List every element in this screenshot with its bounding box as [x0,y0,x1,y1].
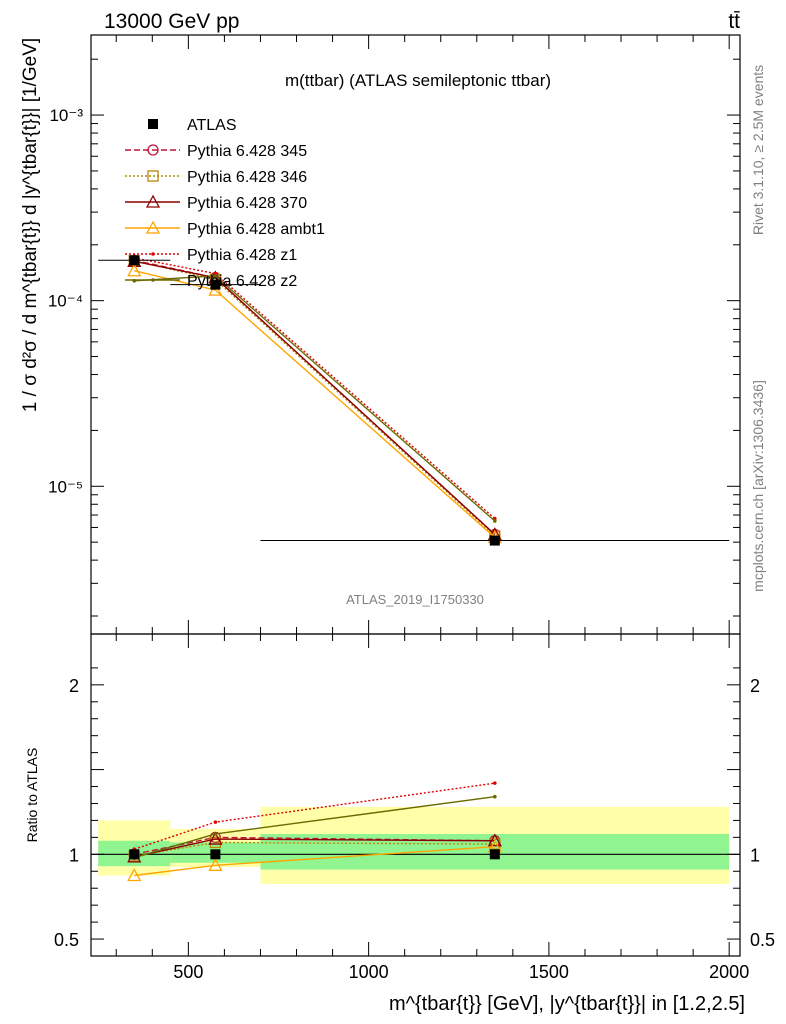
main-series-line [134,260,496,537]
legend-label: Pythia 6.428 z1 [187,247,297,264]
legend-marker [147,170,159,182]
legend-marker [145,194,161,208]
legend-label: Pythia 6.428 345 [187,143,307,160]
x-tick-label: 1500 [529,962,569,982]
x-axis-title: m^{tbar{t}} [GeV], |y^{tbar{t}}| in [1.2… [389,993,745,1015]
ratio-series-line [134,838,495,858]
legend-label: Pythia 6.428 ambt1 [187,221,325,238]
ratio-y-tick-label: 0.5 [54,930,79,950]
legend-marker [151,252,155,256]
main-series-point [127,263,142,277]
legend-label: ATLAS [187,117,237,134]
main-series-line [134,257,496,520]
ratio-series-point [213,820,218,824]
ratio-y-axis-title: Ratio to ATLAS [24,748,40,843]
x-tick-label: 1000 [349,962,389,982]
energy-label: 13000 GeV pp [104,10,239,33]
main-y-tick-label: 10⁻⁴ [48,292,83,311]
rivet-version-label: Rivet 3.1.10, ≥ 2.5M events [750,65,766,235]
ratio-series-line [134,845,495,877]
main-series-line [134,260,496,535]
ratio-data-point [129,849,140,860]
legend-label: Pythia 6.428 370 [187,195,307,212]
legend-marker [148,119,158,129]
legend-marker [151,278,155,282]
plot-title: m(ttbar) (ATLAS semileptonic ttbar) [285,71,551,90]
ratio-series-point [208,857,223,871]
x-tick-label: 2000 [709,962,749,982]
main-y-axis-title: 1 / σ d²σ / d m^{tbar{t}} d |y^{tbar{t}}… [20,38,41,412]
ratio-series-point [208,831,223,845]
main-y-tick-label: 10⁻⁵ [48,477,83,496]
ratio-y-tick-label: 0.5 [750,930,775,950]
process-label: tt̄ [728,10,740,33]
ratio-y-tick-label: 2 [750,676,760,696]
ratio-series-point [127,868,142,882]
ratio-y-tick-label: 1 [69,845,79,865]
legend-marker [145,220,161,234]
main-series-line [134,270,496,538]
main-series-point [493,519,497,523]
data-point [210,279,221,290]
main-y-tick-label: 10⁻³ [49,106,83,125]
ratio-series-line [134,841,495,857]
legend-label: Pythia 6.428 346 [187,169,307,186]
data-point [129,255,140,266]
ratio-data-point [489,849,500,860]
ratio-data-point [210,849,221,860]
analysis-watermark: ATLAS_2019_I1750330 [346,592,484,607]
x-tick-label: 500 [173,962,203,982]
data-point [489,535,500,546]
legend: ATLAS Pythia 6.428 345 Pythia 6.428 346 Pyt… [125,117,325,290]
legend-marker [147,144,159,156]
ratio-series-point [487,833,502,847]
ratio-y-tick-label: 2 [69,676,79,696]
main-series-point [213,274,218,278]
legend-label: Pythia 6.428 z2 [187,273,297,290]
ratio-frame [90,633,741,957]
ratio-series-point [493,794,497,799]
ratio-series-point [213,832,218,836]
main-series-line [134,259,496,535]
ratio-y-tick-label: 1 [750,845,760,865]
ratio-series-point [493,781,497,785]
mcplots-label: mcplots.cern.ch [arXiv:1306.3436] [750,380,766,592]
